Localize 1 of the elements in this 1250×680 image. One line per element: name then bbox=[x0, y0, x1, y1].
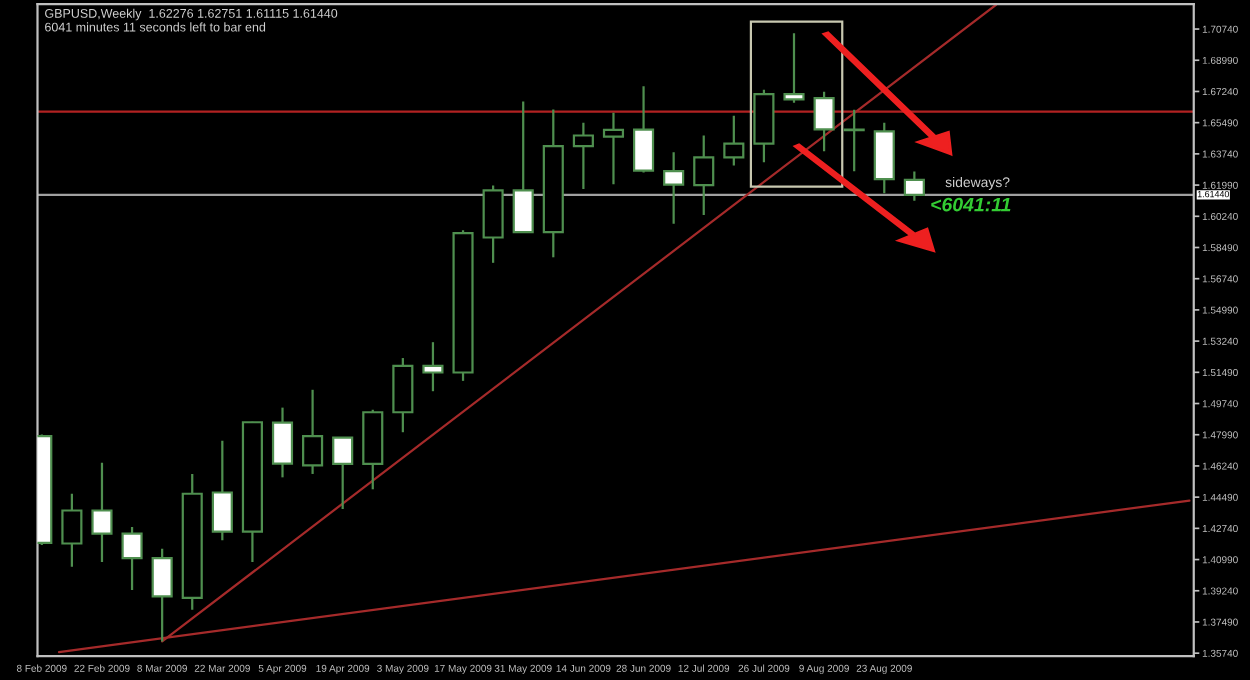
annotation: <6041:11 bbox=[931, 197, 1011, 212]
